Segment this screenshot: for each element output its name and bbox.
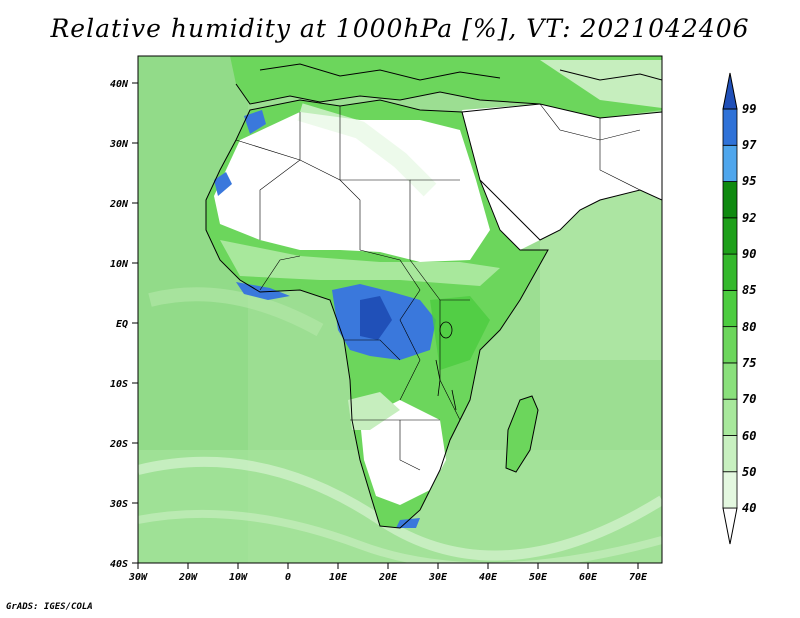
colorbar-block	[722, 289, 738, 328]
colorbar-block	[722, 398, 738, 436]
lon-label-70e: 70E	[629, 572, 648, 583]
colorbar-block	[722, 144, 738, 182]
lat-label-20s: 20S	[109, 439, 128, 450]
lon-label-40e: 40E	[479, 572, 498, 583]
lon-label-10w: 10W	[229, 572, 248, 583]
colorbar-label-50: 50	[742, 465, 756, 479]
colorbar-label-60: 60	[742, 429, 756, 443]
lon-label-20w: 20W	[178, 572, 198, 583]
colorbar-label-80: 80	[742, 320, 756, 334]
lon-label-20e: 20E	[378, 572, 398, 583]
lat-label-20n: 20N	[109, 199, 129, 210]
kalahari-dry	[360, 400, 446, 505]
borders	[235, 103, 641, 471]
lat-label-10n: 10N	[110, 259, 129, 270]
arabia-dry	[462, 104, 662, 250]
lon-label-30w: 30W	[128, 572, 148, 583]
colorbar-label-99: 99	[742, 102, 756, 116]
colorbar-label-70: 70	[742, 392, 756, 406]
colorbar-block	[722, 326, 738, 364]
colorbar-label-40: 40	[742, 501, 756, 515]
lat-axis: 40N 30N 20N 10N EQ 10S 20S 30S 40S	[109, 79, 138, 570]
lat-label-30n: 30N	[109, 139, 129, 150]
lat-label-40n: 40N	[110, 79, 129, 90]
lon-label-50e: 50E	[529, 572, 548, 583]
lon-label-10e: 10E	[329, 572, 348, 583]
colorbar-block	[722, 435, 738, 473]
colorbar-block	[722, 253, 738, 291]
map-plot	[138, 56, 662, 563]
colorbar-label-95: 95	[742, 174, 756, 188]
colorbar-block	[722, 362, 738, 400]
colorbar: 40 50 60 70 75 80 85 90 92 95 97 99	[722, 72, 757, 545]
colorbar-label-75: 75	[742, 356, 756, 370]
colorbar-low-triangle	[722, 507, 738, 545]
north-land	[230, 56, 662, 118]
lat-label-30s: 30S	[109, 499, 128, 510]
plot-frame	[137, 55, 663, 564]
lon-label-0: 0	[285, 572, 291, 583]
sahara-dry	[214, 112, 490, 262]
colorbar-label-92: 92	[742, 211, 756, 225]
colorbar-block	[722, 181, 738, 219]
colorbar-label-90: 90	[742, 247, 756, 261]
credit-text: GrADS: IGES/COLA	[6, 602, 93, 612]
colorbar-label-97: 97	[742, 138, 757, 152]
lon-label-60e: 60E	[579, 572, 598, 583]
lat-label-40s: 40S	[110, 559, 128, 570]
coastlines	[205, 63, 662, 529]
lon-axis: 30W 20W 10W 0 10E 20E 30E 40E 50E 60E 70…	[128, 563, 648, 583]
lat-label-eq: EQ	[116, 319, 128, 330]
colorbar-block	[722, 108, 738, 146]
colorbar-block	[722, 471, 738, 509]
map-title: Relative humidity at 1000hPa [%], VT: 20…	[50, 14, 750, 43]
colorbar-block	[722, 217, 738, 255]
colorbar-blocks	[722, 72, 738, 545]
colorbar-high-triangle	[722, 72, 738, 110]
lat-label-10s: 10S	[110, 379, 128, 390]
lakes	[435, 321, 457, 411]
lon-label-30e: 30E	[428, 572, 448, 583]
colorbar-label-85: 85	[742, 283, 756, 297]
